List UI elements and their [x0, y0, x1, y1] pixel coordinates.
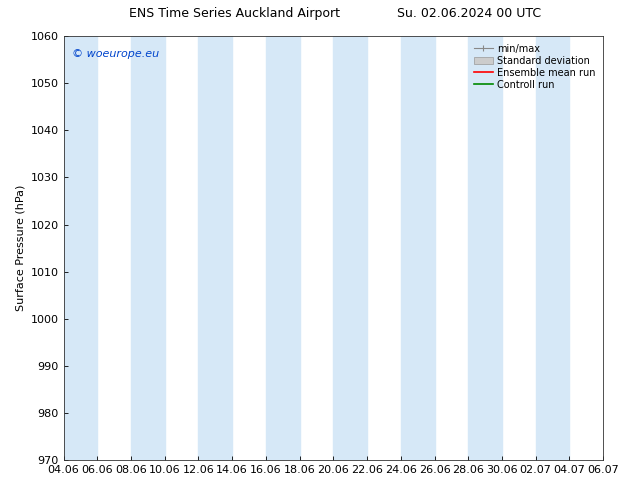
- Bar: [401, 36, 434, 460]
- Bar: [131, 36, 165, 460]
- Text: ENS Time Series Auckland Airport: ENS Time Series Auckland Airport: [129, 7, 340, 21]
- Bar: [469, 36, 502, 460]
- Y-axis label: Surface Pressure (hPa): Surface Pressure (hPa): [15, 185, 25, 311]
- Bar: [536, 36, 569, 460]
- Text: Su. 02.06.2024 00 UTC: Su. 02.06.2024 00 UTC: [397, 7, 541, 21]
- Text: © woeurope.eu: © woeurope.eu: [72, 49, 158, 59]
- Bar: [266, 36, 300, 460]
- Bar: [333, 36, 367, 460]
- Bar: [63, 36, 97, 460]
- Bar: [198, 36, 232, 460]
- Legend: min/max, Standard deviation, Ensemble mean run, Controll run: min/max, Standard deviation, Ensemble me…: [470, 41, 598, 93]
